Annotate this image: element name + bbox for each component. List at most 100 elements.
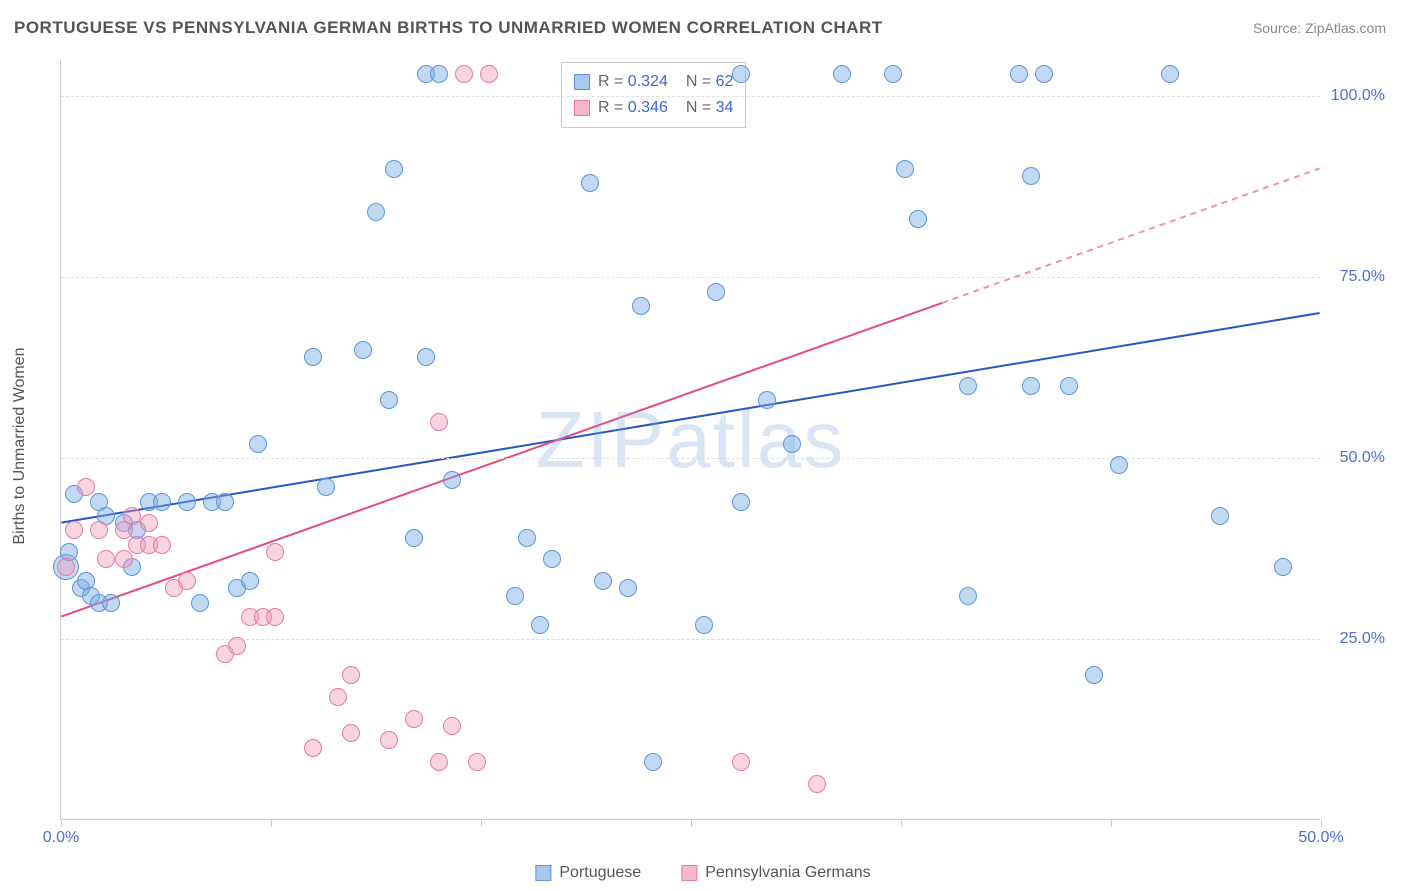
data-point — [354, 341, 372, 359]
x-tick — [901, 819, 902, 827]
data-point — [506, 587, 524, 605]
y-tick-label: 50.0% — [1340, 449, 1385, 467]
stats-legend-row: R = 0.346N = 34 — [574, 95, 733, 121]
stats-legend-row: R = 0.324N = 62 — [574, 69, 733, 95]
data-point — [959, 377, 977, 395]
data-point — [480, 65, 498, 83]
y-axis-label: Births to Unmarried Women — [11, 347, 29, 544]
chart-title: PORTUGUESE VS PENNSYLVANIA GERMAN BIRTHS… — [14, 18, 883, 38]
n-value: 34 — [716, 99, 734, 116]
data-point — [430, 413, 448, 431]
x-tick — [481, 819, 482, 827]
data-point — [732, 493, 750, 511]
r-value: 0.324 — [628, 73, 668, 90]
r-value: 0.346 — [628, 99, 668, 116]
data-point — [644, 753, 662, 771]
n-label: N = — [686, 73, 716, 90]
gridline-h — [61, 639, 1320, 640]
x-tick — [61, 819, 62, 827]
trendline-extrapolated — [942, 168, 1320, 302]
data-point — [707, 283, 725, 301]
data-point — [468, 753, 486, 771]
r-label: R = — [598, 73, 628, 90]
data-point — [140, 514, 158, 532]
legend-swatch — [681, 865, 697, 881]
data-point — [123, 507, 141, 525]
data-point — [304, 348, 322, 366]
data-point — [1110, 456, 1128, 474]
data-point — [443, 471, 461, 489]
data-point — [342, 724, 360, 742]
data-point — [178, 572, 196, 590]
x-tick — [1321, 819, 1322, 827]
data-point — [153, 536, 171, 554]
n-label: N = — [686, 99, 716, 116]
data-point — [632, 297, 650, 315]
source-attribution: Source: ZipAtlas.com — [1253, 20, 1386, 36]
data-point — [531, 616, 549, 634]
chart-container: PORTUGUESE VS PENNSYLVANIA GERMAN BIRTHS… — [0, 0, 1406, 892]
data-point — [417, 348, 435, 366]
y-tick-label: 25.0% — [1340, 630, 1385, 648]
series-legend-item: Portuguese — [535, 864, 641, 882]
data-point — [732, 753, 750, 771]
data-point — [216, 493, 234, 511]
trendline — [61, 313, 1319, 523]
data-point — [695, 616, 713, 634]
stats-legend: R = 0.324N = 62R = 0.346N = 34 — [561, 62, 746, 128]
data-point — [191, 594, 209, 612]
y-tick-label: 75.0% — [1340, 268, 1385, 286]
data-point — [342, 666, 360, 684]
data-point — [808, 775, 826, 793]
data-point — [1085, 666, 1103, 684]
data-point — [1060, 377, 1078, 395]
legend-swatch — [574, 100, 590, 116]
x-tick — [1111, 819, 1112, 827]
y-tick-label: 100.0% — [1331, 87, 1385, 105]
data-point — [115, 550, 133, 568]
legend-swatch — [574, 74, 590, 90]
x-tick-label: 50.0% — [1298, 829, 1343, 847]
data-point — [518, 529, 536, 547]
data-point — [367, 203, 385, 221]
data-point — [317, 478, 335, 496]
gridline-h — [61, 458, 1320, 459]
data-point — [1161, 65, 1179, 83]
data-point — [241, 572, 259, 590]
data-point — [1022, 167, 1040, 185]
data-point — [430, 753, 448, 771]
data-point — [178, 493, 196, 511]
data-point — [758, 391, 776, 409]
data-point — [783, 435, 801, 453]
data-point — [77, 478, 95, 496]
data-point — [732, 65, 750, 83]
data-point — [249, 435, 267, 453]
data-point — [380, 391, 398, 409]
data-point — [329, 688, 347, 706]
data-point — [266, 608, 284, 626]
data-point — [884, 65, 902, 83]
gridline-h — [61, 277, 1320, 278]
data-point — [380, 731, 398, 749]
data-point — [430, 65, 448, 83]
data-point — [443, 717, 461, 735]
x-tick-label: 0.0% — [43, 829, 79, 847]
data-point — [1211, 507, 1229, 525]
data-point — [304, 739, 322, 757]
plot-area: ZIPatlas R = 0.324N = 62R = 0.346N = 34 … — [60, 60, 1320, 820]
data-point — [385, 160, 403, 178]
data-point — [57, 558, 75, 576]
data-point — [909, 210, 927, 228]
data-point — [90, 521, 108, 539]
data-point — [543, 550, 561, 568]
data-point — [455, 65, 473, 83]
data-point — [405, 710, 423, 728]
data-point — [896, 160, 914, 178]
data-point — [594, 572, 612, 590]
data-point — [1022, 377, 1040, 395]
x-tick — [691, 819, 692, 827]
gridline-h — [61, 96, 1320, 97]
data-point — [619, 579, 637, 597]
series-legend-label: Pennsylvania Germans — [705, 864, 870, 881]
legend-swatch — [535, 865, 551, 881]
